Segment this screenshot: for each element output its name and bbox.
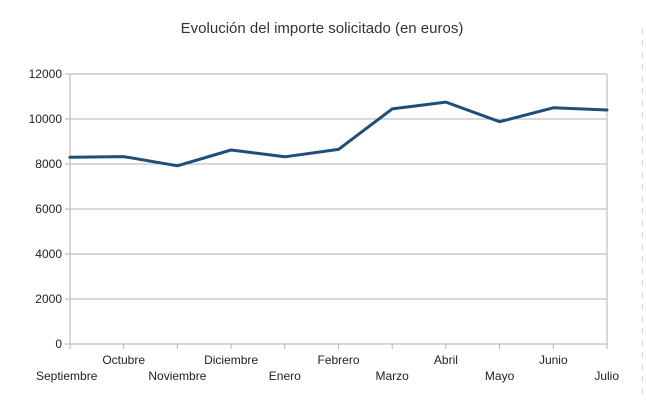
gridlines xyxy=(70,73,607,300)
x-tick-label: Septiembre xyxy=(36,369,98,383)
x-tick-label: Marzo xyxy=(376,369,410,383)
y-tick-label: 2000 xyxy=(35,292,62,306)
y-tick-label: 4000 xyxy=(35,247,62,261)
x-tick-label: Junio xyxy=(539,353,568,367)
y-tick-label: 8000 xyxy=(35,157,62,171)
edge-dotted-divider xyxy=(642,28,643,398)
x-tick-label: Enero xyxy=(269,369,301,383)
y-tick-label: 0 xyxy=(55,337,62,351)
y-tick-label: 10000 xyxy=(29,112,63,126)
x-tick-label: Febrero xyxy=(317,353,359,367)
x-tick-label: Diciembre xyxy=(204,353,258,367)
y-tick-label: 6000 xyxy=(35,202,62,216)
x-tick-label: Mayo xyxy=(485,369,515,383)
x-tick-label: Abril xyxy=(434,353,458,367)
y-tick-labels: 0 2000 4000 6000 8000 10000 12000 xyxy=(29,67,63,351)
y-tick-label: 12000 xyxy=(29,67,63,81)
series-lines xyxy=(68,100,609,168)
axes xyxy=(65,73,608,349)
chart-title: Evolución del importe solicitado (en eur… xyxy=(181,20,464,37)
x-tick-label: Julio xyxy=(594,369,619,383)
series-line xyxy=(68,100,609,168)
x-tick-label: Noviembre xyxy=(148,369,206,383)
x-tick-label: Octubre xyxy=(102,353,145,367)
